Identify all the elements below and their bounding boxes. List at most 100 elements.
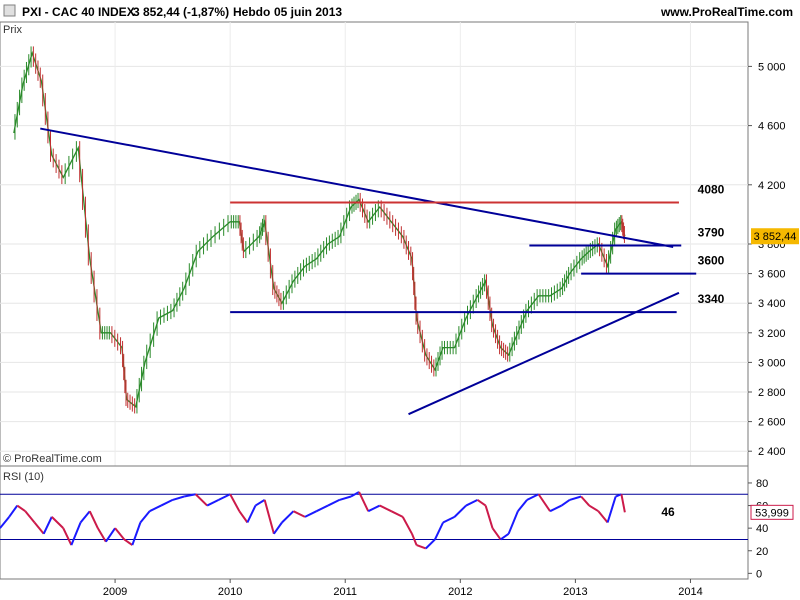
rsi-segment [0, 516, 10, 529]
rsi-segment [246, 505, 257, 523]
credit-label: © ProRealTime.com [3, 453, 102, 465]
last-price-tag: 3 852,44 [751, 228, 799, 245]
price-tick-label: 3 000 [758, 357, 786, 369]
rsi-segment [425, 538, 436, 550]
rsi-segment [569, 495, 582, 501]
rsi-segment [33, 521, 45, 535]
rsi-segment [517, 499, 528, 512]
price-tick-label: 2 600 [758, 417, 786, 429]
rsi-segment [367, 504, 381, 513]
rsi-segment [70, 522, 82, 546]
rsi-segment [453, 504, 467, 518]
rsi-segment [96, 527, 107, 543]
rsi-segment [149, 504, 162, 513]
rsi-series-line [0, 491, 626, 550]
rsi-segment [42, 516, 53, 535]
rsi-value-label: 46 [661, 505, 675, 519]
level-label: 4080 [698, 183, 725, 197]
price-tick-label: 4 200 [758, 180, 786, 192]
quote-value: 3 852,44 (-1,87%) [133, 5, 229, 19]
rsi-segment [293, 510, 306, 518]
rsi-segment [526, 493, 540, 501]
level-label: 3340 [698, 292, 725, 306]
rsi-segment [62, 527, 73, 546]
rsi-segment [434, 522, 444, 540]
instrument-title: PXI - CAC 40 INDEX [22, 5, 135, 19]
rsi-segment [476, 499, 487, 507]
price-tick-label: 5 000 [758, 61, 786, 73]
rsi-segment [339, 495, 352, 501]
rsi-segment [416, 544, 427, 550]
rsi-segment [316, 504, 329, 513]
rsi-segment [88, 510, 99, 529]
rsi-segment [8, 504, 19, 518]
rsi-segment [131, 522, 142, 546]
rsi-segment [16, 504, 26, 513]
rsi-segment [411, 533, 418, 546]
rsi-segment [160, 499, 174, 507]
rsi-segment [615, 493, 622, 498]
rsi-segment [79, 510, 91, 524]
rsi-segment [263, 499, 275, 535]
rsi-segment [500, 532, 510, 541]
price-tick-label: 3 400 [758, 298, 786, 310]
rsi-segment [172, 495, 185, 501]
rsi-segment [218, 493, 231, 501]
rsi-segment [273, 521, 283, 535]
x-axis: 2009 2010 2011 2012 2013 2014 [0, 578, 748, 598]
rsi-segment [442, 515, 455, 524]
rsi-tick-label: 40 [756, 523, 768, 535]
menu-icon[interactable] [3, 4, 16, 17]
rsi-segment [281, 510, 295, 524]
period-label: Hebdo [233, 5, 270, 19]
rsi-segment [304, 510, 317, 518]
rsi-segment [24, 510, 36, 524]
rsi-segment [105, 527, 116, 543]
x-tick-label: 2014 [678, 586, 702, 598]
x-tick-label: 2009 [103, 586, 127, 598]
rsi-segment [254, 499, 266, 507]
price-tick-label: 3 600 [758, 269, 786, 281]
price-panel-label: Prix [3, 24, 22, 36]
rsi-segment [588, 504, 599, 513]
rsi-segment [561, 499, 571, 507]
level-label: 3790 [698, 225, 725, 239]
last-price-label: 3 852,44 [754, 231, 797, 243]
price-panel: Prix © ProRealTime.com 5 000 4 600 4 200 3 … [0, 21, 799, 467]
rsi-segment [139, 510, 151, 524]
rsi-tick-label: 20 [756, 546, 768, 558]
rsi-segment [229, 493, 241, 512]
rsi-segment [123, 538, 133, 546]
rsi-segment [465, 499, 479, 507]
rsi-tick-label: 80 [756, 478, 768, 490]
level-label: 3600 [698, 254, 725, 268]
rsi-segment [537, 493, 551, 512]
rsi-segment [580, 495, 590, 507]
trendline [40, 127, 674, 248]
rsi-segment [484, 505, 494, 529]
rsi-last-value-label: 53,999 [755, 507, 789, 519]
rsi-segment [51, 516, 64, 529]
rsi-panel: RSI (10) 806040200 46 53,999 [0, 465, 794, 580]
price-tick-label: 2 800 [758, 387, 786, 399]
rsi-segment [491, 527, 502, 541]
rsi-segment [597, 510, 609, 524]
rsi-segment [390, 510, 404, 518]
rsi-segment [206, 499, 220, 507]
rsi-last-tag: 53,999 [750, 504, 794, 520]
rsi-segment [620, 494, 626, 513]
rsi-panel-label: RSI (10) [3, 471, 44, 483]
rsi-segment [379, 504, 392, 513]
website-label[interactable]: www.ProRealTime.com [660, 5, 793, 19]
rsi-segment [194, 493, 208, 507]
header-bar: PXI - CAC 40 INDEX 3 852,44 (-1,87%) Heb… [0, 0, 800, 22]
x-tick-label: 2010 [218, 586, 242, 598]
rsi-segment [183, 493, 196, 498]
rsi-segment [606, 496, 617, 523]
date-label: 05 juin 2013 [274, 5, 342, 19]
price-tick-label: 2 400 [758, 446, 786, 458]
x-tick-label: 2011 [333, 586, 357, 598]
rsi-segment [507, 510, 519, 535]
x-tick-label: 2013 [563, 586, 587, 598]
